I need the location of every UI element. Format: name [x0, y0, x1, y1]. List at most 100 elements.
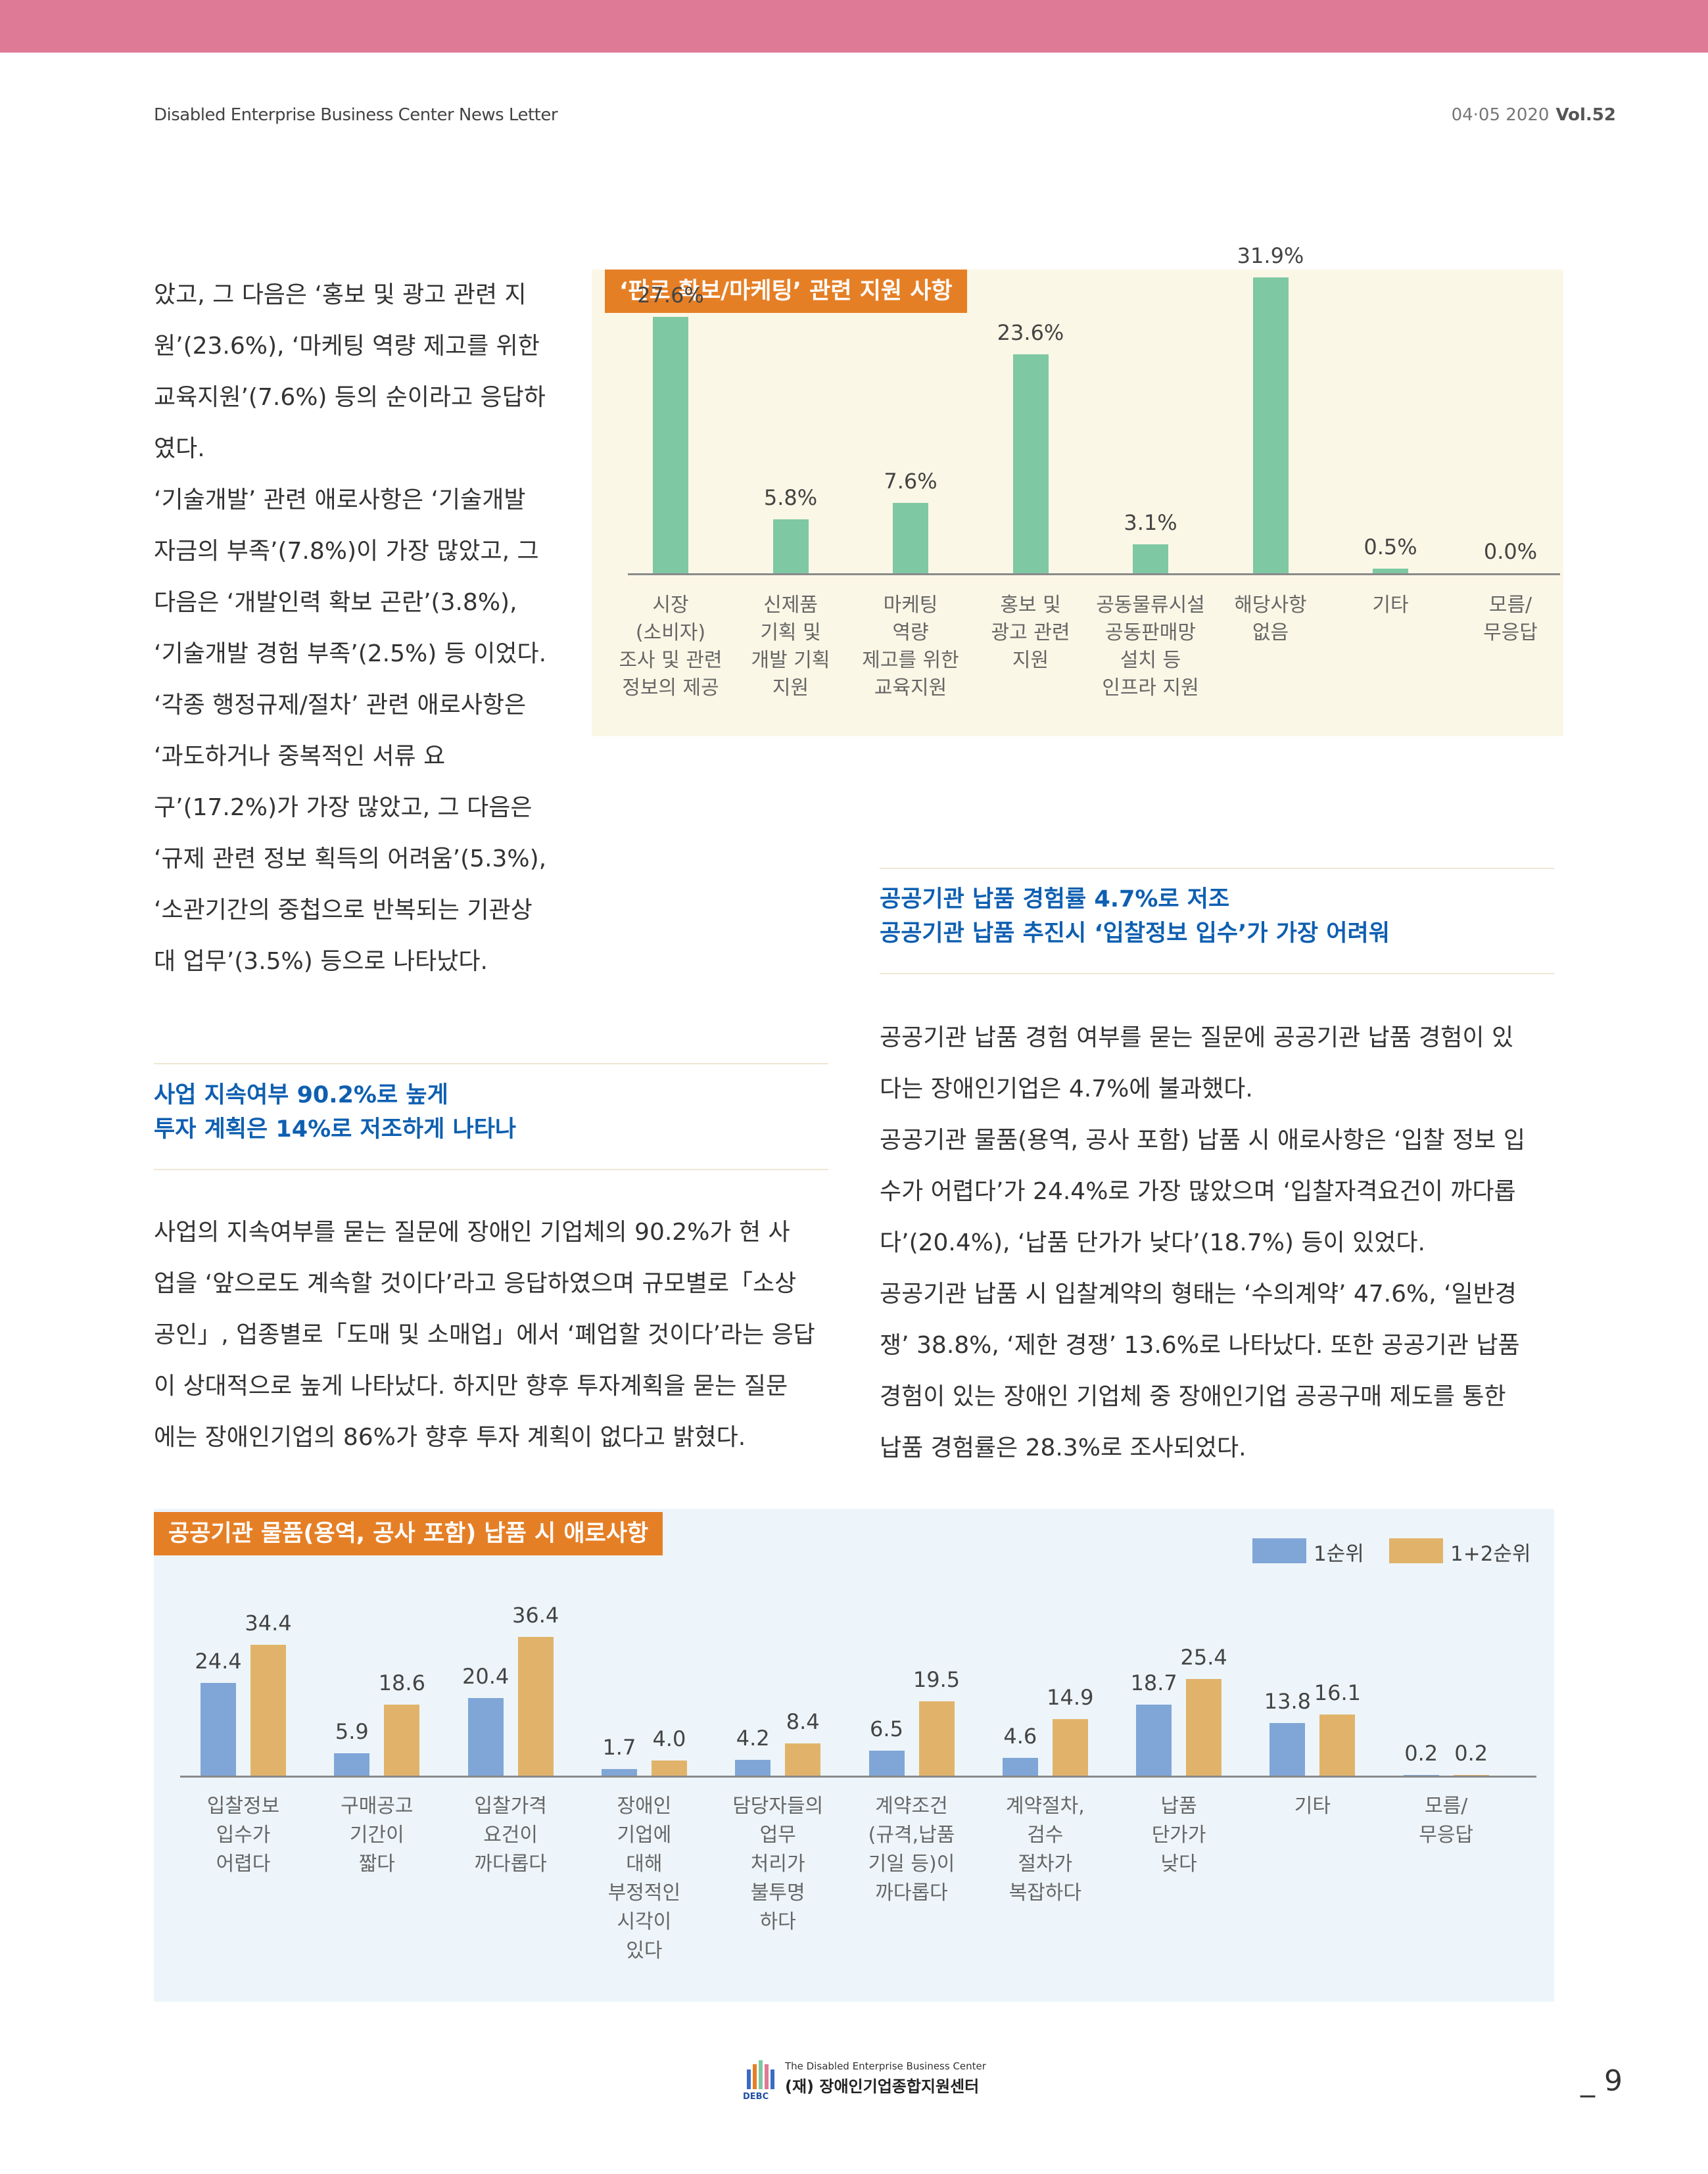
- bar: [868, 1751, 905, 1776]
- category-label-line: 신제품: [763, 594, 818, 617]
- data-label: 36.4: [511, 1603, 559, 1628]
- category-label: 모름/무응답: [1381, 1792, 1512, 1850]
- category-label: 계약조건 (규격,납품 기일 등)이 까다롭다: [846, 1792, 978, 1908]
- bar: [334, 1753, 370, 1776]
- public-procurement-text: 공공기관 납품 경험 여부를 묻는 질문에 공공기관 납품 경험이 있 다는 장애…: [880, 1012, 1525, 1474]
- bar: [1403, 1774, 1439, 1776]
- bar: [1012, 354, 1049, 573]
- bar: [918, 1701, 955, 1776]
- category-label: 해당사항 없음: [1208, 592, 1333, 647]
- category-label-line: (소비자): [635, 621, 706, 644]
- data-label: 0.2: [1454, 1740, 1488, 1766]
- chart-marketing-support-panel: [592, 270, 1563, 736]
- category-label-line: 하다: [759, 1910, 796, 1933]
- category-label-line: 입수가: [216, 1824, 271, 1847]
- bar: [1002, 1758, 1038, 1776]
- category-label: 공동물류시설 공동판매망 설치 등 인프라 지원: [1088, 592, 1213, 702]
- body-text-line: 자금의 부족’(7.8%)이 가장 많았고, 그: [154, 538, 539, 565]
- category-label: 입찰가격 요건이 까다롭다: [445, 1792, 577, 1879]
- category-label-line: 절차가: [1018, 1853, 1073, 1876]
- category-label-line: 까다롭다: [875, 1881, 948, 1904]
- data-label: 24.4: [195, 1648, 242, 1674]
- data-label: 5.8%: [763, 485, 818, 511]
- legend-label-rank1: 1순위: [1314, 1542, 1364, 1566]
- category-label: 신제품 기획 및 개발 기획 지원: [728, 592, 853, 702]
- category-label-line: 입찰정보: [206, 1795, 280, 1818]
- category-label-line: 처리가: [750, 1853, 805, 1876]
- data-label: 20.4: [462, 1663, 510, 1689]
- bar: [772, 519, 809, 573]
- category-label-line: 모름/: [1488, 594, 1532, 617]
- category-label: 기타: [1328, 592, 1453, 619]
- bar: [1136, 1704, 1172, 1776]
- org-name-en: The Disabled Enterprise Business Center: [785, 2060, 986, 2072]
- issue-date: 04·05 2020: [1451, 105, 1550, 125]
- legend-label-rank12: 1+2순위: [1450, 1542, 1531, 1566]
- data-label: 31.9%: [1237, 243, 1304, 268]
- footer-logo: DEBC The Disabled Enterprise Business Ce…: [743, 2056, 1203, 2102]
- category-label-line: 계약조건: [875, 1795, 948, 1818]
- category-label-line: 구매공고: [341, 1795, 414, 1818]
- category-label-line: 기업에: [617, 1824, 672, 1847]
- data-label: 6.5: [870, 1716, 903, 1742]
- bar: [250, 1644, 286, 1776]
- page-number: _ 9: [1580, 2064, 1623, 2098]
- logo-abbrev: DEBC: [743, 2092, 769, 2102]
- category-label-line: 마케팅: [883, 594, 938, 617]
- category-label-line: 낮다: [1160, 1853, 1197, 1876]
- category-label-line: 홍보 및: [1000, 594, 1061, 617]
- bar: [517, 1637, 554, 1776]
- category-label-line: 조사 및 관련: [619, 649, 723, 672]
- category-label: 장애인 기업에 대해 부정적인 시각이 있다: [579, 1792, 710, 1966]
- data-label: 0.0%: [1483, 539, 1538, 564]
- issue-volume: Vol.52: [1555, 105, 1616, 125]
- body-text-line: ‘기술개발’ 관련 애로사항은 ‘기술개발: [154, 486, 526, 513]
- data-label: 4.6: [1003, 1724, 1037, 1749]
- data-label: 7.6%: [884, 468, 937, 494]
- category-label: 마케팅 역량 제고를 위한 교육지원: [848, 592, 973, 702]
- category-label-line: 단가가: [1151, 1824, 1206, 1847]
- body-text-line: 대 업무’(3.5%) 등으로 나타났다.: [154, 948, 488, 975]
- section-rule-top-right: [880, 868, 1554, 869]
- category-label-line: 광고 관련: [991, 621, 1070, 644]
- chart-procurement-difficulties-title: 공공기관 물품(용역, 공사 포함) 납품 시 애로사항: [154, 1512, 663, 1555]
- body-text-line: 공공기관 물품(용역, 공사 포함) 납품 시 애로사항은 ‘입찰 정보 입: [880, 1127, 1525, 1154]
- body-text-line: 업을 ‘앞으로도 계속할 것이다’라고 응답하였으며 규모별로「소상: [154, 1270, 797, 1297]
- chart-marketing-support-axis: [628, 573, 1560, 575]
- category-label-line: 제고를 위한: [862, 649, 959, 672]
- category-label-line: 개발 기획: [751, 649, 830, 672]
- section-heading-line: 공공기관 납품 경험률 4.7%로 저조: [880, 886, 1230, 912]
- section-rule-bottom-right: [880, 973, 1554, 974]
- bar: [651, 1760, 687, 1776]
- section-heading-public-procurement: 공공기관 납품 경험률 4.7%로 저조 공공기관 납품 추진시 ‘입찰정보 입수…: [880, 882, 1390, 951]
- body-text-line: 공공기관 납품 시 입찰계약의 형태는 ‘수의계약’ 47.6%, ‘일반경: [880, 1281, 1517, 1308]
- body-text-line: 공인」, 업종별로「도매 및 소매업」에서 ‘폐업할 것이다’라는 응답: [154, 1321, 815, 1348]
- category-label-line: 복잡하다: [1008, 1881, 1081, 1904]
- bar: [467, 1697, 504, 1776]
- category-label-line: 납품: [1160, 1795, 1197, 1818]
- data-label: 18.6: [378, 1670, 425, 1696]
- data-label: 8.4: [786, 1709, 820, 1735]
- data-label: 4.2: [736, 1725, 770, 1751]
- body-text-line: 다’(20.4%), ‘납품 단가가 낮다’(18.7%) 등이 있었다.: [880, 1229, 1425, 1256]
- category-label-line: 기일 등)이: [868, 1853, 955, 1876]
- section-heading-line: 사업 지속여부 90.2%로 높게: [154, 1082, 448, 1108]
- category-label: 담당자들의 업무 처리가 불투명 하다: [712, 1792, 843, 1937]
- body-text-line: 았고, 그 다음은 ‘홍보 및 광고 관련 지: [154, 281, 527, 308]
- business-continuity-text: 사업의 지속여부를 묻는 질문에 장애인 기업체의 90.2%가 현 사 업을 ‘…: [154, 1207, 815, 1463]
- data-label: 14.9: [1047, 1684, 1094, 1710]
- data-label: 1.7: [602, 1735, 636, 1760]
- data-label: 4.0: [652, 1726, 686, 1751]
- data-label: 0.2: [1404, 1740, 1438, 1766]
- bar: [1052, 1718, 1088, 1776]
- body-text-line: 교육지원’(7.6%) 등의 순이라고 응답하: [154, 384, 546, 411]
- category-label-line: 요건이: [483, 1824, 538, 1847]
- body-text-line: 원’(23.6%), ‘마케팅 역량 제고를 위한: [154, 333, 540, 360]
- category-label: 계약절차, 검수 절차가 복잡하다: [980, 1792, 1111, 1908]
- bar: [735, 1759, 771, 1776]
- bar: [1319, 1714, 1356, 1776]
- bar: [1269, 1723, 1306, 1776]
- body-text-line: ‘소관기간의 중첩으로 반복되는 기관상: [154, 897, 533, 924]
- legend-swatch-rank1: [1252, 1538, 1306, 1563]
